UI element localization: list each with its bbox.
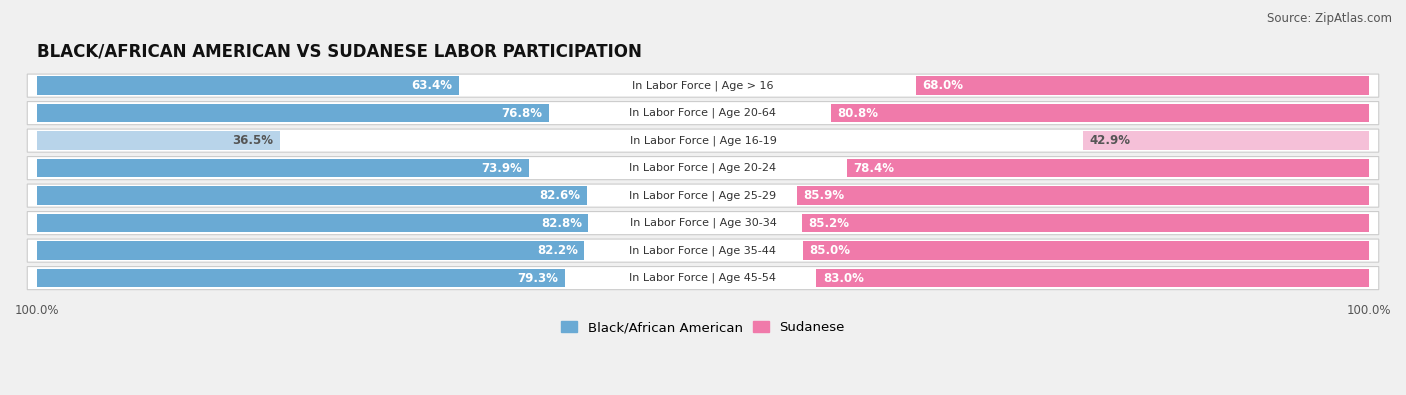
Text: 85.2%: 85.2% (808, 216, 849, 229)
Text: 85.0%: 85.0% (810, 244, 851, 257)
Text: In Labor Force | Age 16-19: In Labor Force | Age 16-19 (630, 135, 776, 146)
Bar (37, 131, 280, 150)
Text: Source: ZipAtlas.com: Source: ZipAtlas.com (1267, 12, 1392, 25)
Bar (37, 241, 585, 260)
Bar (801, 214, 1369, 233)
Text: 80.8%: 80.8% (838, 107, 879, 120)
Text: 82.8%: 82.8% (541, 216, 582, 229)
Legend: Black/African American, Sudanese: Black/African American, Sudanese (555, 316, 851, 340)
Bar (37, 104, 548, 122)
Text: In Labor Force | Age 30-34: In Labor Force | Age 30-34 (630, 218, 776, 228)
Text: 85.9%: 85.9% (803, 189, 845, 202)
Text: In Labor Force | Age 45-54: In Labor Force | Age 45-54 (630, 273, 776, 283)
Bar (797, 186, 1369, 205)
Bar (37, 76, 460, 95)
Bar (803, 241, 1369, 260)
Bar (815, 269, 1369, 288)
Text: 36.5%: 36.5% (232, 134, 274, 147)
Text: 76.8%: 76.8% (501, 107, 541, 120)
Bar (1083, 131, 1369, 150)
Text: 42.9%: 42.9% (1090, 134, 1130, 147)
FancyBboxPatch shape (27, 129, 1379, 152)
FancyBboxPatch shape (27, 184, 1379, 207)
Bar (846, 159, 1369, 177)
Text: In Labor Force | Age 25-29: In Labor Force | Age 25-29 (630, 190, 776, 201)
FancyBboxPatch shape (27, 212, 1379, 235)
Bar (37, 269, 565, 288)
Text: 78.4%: 78.4% (853, 162, 894, 175)
Text: 63.4%: 63.4% (412, 79, 453, 92)
Text: 82.6%: 82.6% (540, 189, 581, 202)
Text: BLACK/AFRICAN AMERICAN VS SUDANESE LABOR PARTICIPATION: BLACK/AFRICAN AMERICAN VS SUDANESE LABOR… (37, 43, 643, 61)
FancyBboxPatch shape (27, 102, 1379, 125)
Text: 79.3%: 79.3% (517, 272, 558, 285)
Text: In Labor Force | Age 20-24: In Labor Force | Age 20-24 (630, 163, 776, 173)
Text: 68.0%: 68.0% (922, 79, 963, 92)
Bar (37, 214, 589, 233)
Text: 83.0%: 83.0% (823, 272, 863, 285)
Text: In Labor Force | Age 35-44: In Labor Force | Age 35-44 (630, 245, 776, 256)
FancyBboxPatch shape (27, 239, 1379, 262)
Bar (917, 76, 1369, 95)
Text: 73.9%: 73.9% (482, 162, 523, 175)
Bar (37, 159, 529, 177)
Text: 82.2%: 82.2% (537, 244, 578, 257)
Text: In Labor Force | Age 20-64: In Labor Force | Age 20-64 (630, 108, 776, 118)
Bar (37, 186, 588, 205)
FancyBboxPatch shape (27, 74, 1379, 97)
FancyBboxPatch shape (27, 156, 1379, 180)
Bar (831, 104, 1369, 122)
FancyBboxPatch shape (27, 267, 1379, 290)
Text: In Labor Force | Age > 16: In Labor Force | Age > 16 (633, 81, 773, 91)
